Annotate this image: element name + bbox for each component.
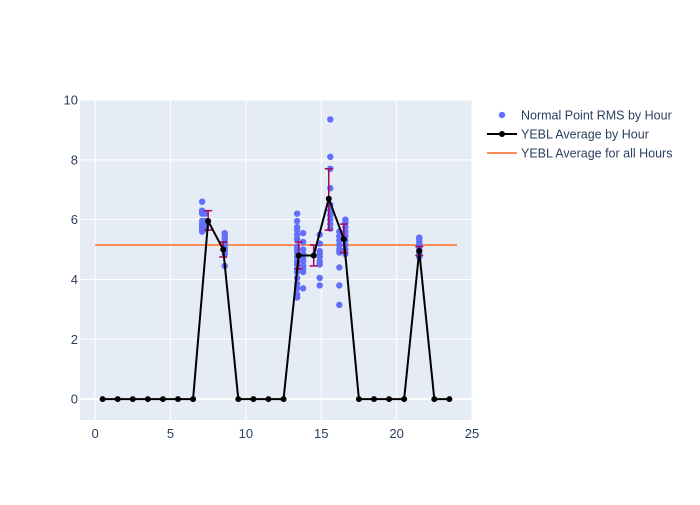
- scatter-point: [293, 235, 301, 243]
- x-tick-label: 15: [314, 426, 328, 441]
- legend-label: YEBL Average by Hour: [521, 128, 649, 142]
- average-marker: [280, 396, 287, 403]
- x-tick-label: 25: [465, 426, 479, 441]
- average-marker: [446, 396, 453, 403]
- scatter-point: [299, 238, 307, 246]
- y-tick-label: 10: [64, 93, 78, 108]
- legend-label: Normal Point RMS by Hour: [521, 109, 672, 123]
- scatter-point: [293, 294, 301, 301]
- scatter-point: [293, 210, 301, 217]
- legend-line-marker: [499, 131, 505, 137]
- scatter-point: [336, 241, 343, 249]
- scatter-point: [336, 232, 343, 240]
- scatter-point: [299, 285, 307, 292]
- y-tick-label: 6: [71, 212, 78, 227]
- average-marker: [431, 396, 438, 403]
- average-marker: [220, 246, 227, 253]
- scatter-point: [336, 264, 343, 271]
- average-marker: [340, 236, 347, 243]
- scatter-point: [299, 229, 307, 237]
- scatter-point: [299, 246, 307, 253]
- scatter-point: [198, 198, 206, 205]
- y-tick-label: 2: [71, 332, 78, 347]
- scatter-point: [316, 261, 323, 268]
- scatter-point: [316, 274, 323, 282]
- y-tick-label: 8: [71, 152, 78, 167]
- average-marker: [159, 396, 166, 403]
- average-marker: [190, 396, 197, 403]
- scatter-point: [327, 116, 334, 123]
- scatter-point: [316, 282, 323, 289]
- x-tick-label: 0: [91, 426, 98, 441]
- average-marker: [144, 396, 151, 403]
- average-marker: [175, 396, 181, 403]
- average-marker: [371, 396, 377, 403]
- scatter-point: [293, 226, 301, 234]
- average-marker: [401, 396, 408, 403]
- average-marker: [416, 248, 423, 255]
- average-marker: [235, 396, 242, 403]
- y-axis-ticks: 0 2 4 6 8 10: [64, 93, 78, 407]
- average-marker: [205, 218, 212, 225]
- average-marker: [325, 195, 332, 202]
- scatter-point: [336, 282, 343, 289]
- average-marker: [99, 396, 106, 403]
- average-line-layer: [99, 168, 453, 403]
- average-marker: [295, 252, 302, 259]
- legend: Normal Point RMS by Hour YEBL Average by …: [487, 109, 672, 161]
- legend-label: YEBL Average for all Hours: [521, 147, 672, 161]
- y-tick-label: 4: [71, 272, 78, 287]
- scatter-point: [293, 217, 301, 225]
- plot-background: [80, 100, 472, 420]
- x-tick-label: 10: [239, 426, 253, 441]
- x-tick-label: 20: [389, 426, 403, 441]
- average-marker: [355, 396, 362, 403]
- average-marker: [265, 396, 272, 403]
- x-tick-label: 5: [167, 426, 174, 441]
- average-marker: [129, 396, 136, 403]
- scatter-point: [293, 231, 301, 238]
- scatter-point: [336, 301, 343, 309]
- average-marker: [310, 252, 317, 259]
- legend-scatter-symbol: [498, 111, 506, 119]
- scatter-point: [201, 210, 209, 217]
- average-marker: [386, 396, 393, 403]
- x-axis-ticks: 0 5 10 15 20 25: [91, 426, 479, 441]
- average-marker: [114, 396, 121, 403]
- scatter-point: [299, 258, 307, 265]
- scatter-point: [299, 268, 307, 276]
- average-marker: [250, 396, 257, 403]
- scatter-point: [316, 253, 323, 261]
- y-tick-label: 0: [71, 392, 78, 407]
- scatter-point: [336, 249, 343, 256]
- scatter-point: [327, 153, 334, 161]
